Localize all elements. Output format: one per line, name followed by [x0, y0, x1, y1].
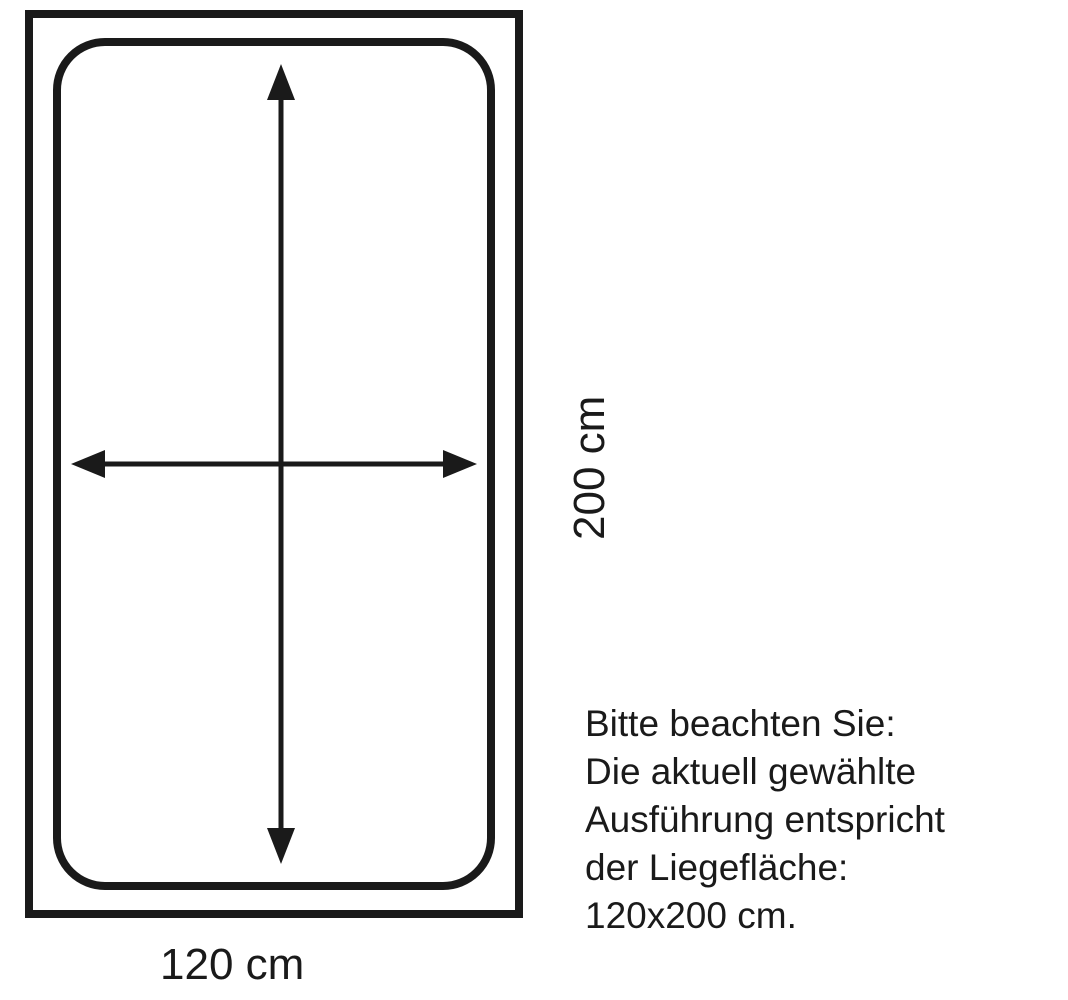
width-arrow-left [71, 450, 105, 478]
info-line-3: Ausführung entspricht [585, 796, 945, 844]
info-line-5: 120x200 cm. [585, 892, 945, 940]
width-label: 120 cm [160, 940, 304, 990]
width-arrow-right [443, 450, 477, 478]
dimension-diagram-container: 120 cm 200 cm Bitte beachten Sie: Die ak… [0, 0, 1068, 1000]
height-label: 200 cm [565, 396, 615, 540]
info-line-2: Die aktuell gewählte [585, 748, 945, 796]
mattress-diagram [25, 10, 525, 920]
info-line-4: der Liegefläche: [585, 844, 945, 892]
height-arrow-top [267, 64, 295, 100]
info-text-block: Bitte beachten Sie: Die aktuell gewählte… [585, 700, 945, 940]
height-arrow-bottom [267, 828, 295, 864]
info-line-1: Bitte beachten Sie: [585, 700, 945, 748]
